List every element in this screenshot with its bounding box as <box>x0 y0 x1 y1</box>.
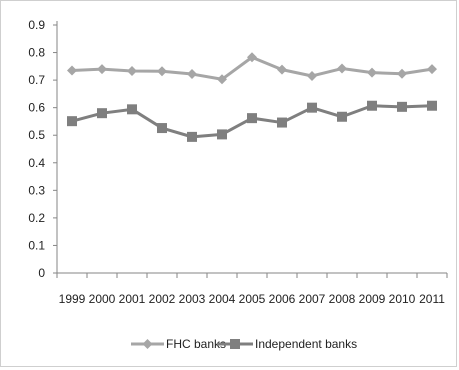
legend-item: FHC banks <box>131 337 226 351</box>
series-fhc-banks <box>67 52 437 85</box>
data-point <box>67 116 77 127</box>
data-point <box>127 104 137 115</box>
x-tick-label: 2011 <box>419 292 445 306</box>
x-tick-label: 2002 <box>149 292 176 306</box>
legend-label: Independent banks <box>255 337 357 351</box>
x-tick-label: 2004 <box>209 292 236 306</box>
data-point <box>247 52 257 63</box>
data-point <box>157 66 167 77</box>
x-tick-label: 2007 <box>299 292 326 306</box>
x-tick-label: 2006 <box>269 292 296 306</box>
data-point <box>217 129 227 140</box>
data-point <box>427 64 437 75</box>
data-point <box>187 131 197 142</box>
data-point <box>97 64 107 75</box>
data-point <box>217 74 227 85</box>
y-tick-label: 0.6 <box>28 101 45 115</box>
series-layer <box>67 52 437 142</box>
data-point <box>307 102 317 113</box>
data-point <box>367 67 377 78</box>
data-point <box>367 100 377 111</box>
x-tick-label: 1999 <box>59 292 86 306</box>
data-point <box>397 68 407 79</box>
data-point <box>337 111 347 122</box>
legend-item: Independent banks <box>217 337 357 351</box>
data-point <box>67 65 77 76</box>
x-axis: 1999 2000 2001 2002 2003 2004 2005 2006 2007 2008… <box>56 272 448 306</box>
data-point <box>97 108 107 119</box>
data-point <box>157 123 167 134</box>
y-tick-label: 0.1 <box>28 238 45 252</box>
legend-label: FHC banks <box>166 337 226 351</box>
x-tick-label: 2000 <box>89 292 116 306</box>
y-tick-label: 0.5 <box>28 128 45 142</box>
data-point <box>127 66 137 77</box>
y-tick-label: 0.9 <box>28 18 45 32</box>
x-tick-label: 2010 <box>389 292 416 306</box>
y-tick-label: 0.7 <box>28 73 45 87</box>
data-point <box>427 100 437 111</box>
y-axis: 0 0.1 0.2 0.3 0.4 0.5 0.6 0.7 0.8 0.9 <box>28 18 58 280</box>
data-point <box>307 70 317 81</box>
y-tick-label: 0.2 <box>28 211 45 225</box>
x-tick-label: 2005 <box>239 292 266 306</box>
y-tick-label: 0 <box>38 266 45 280</box>
data-point <box>277 117 287 128</box>
series-independent-banks <box>67 100 437 142</box>
y-tick-label: 0.8 <box>28 46 45 60</box>
x-tick-label: 2001 <box>119 292 146 306</box>
data-point <box>397 101 407 112</box>
x-tick-label: 2003 <box>179 292 206 306</box>
data-point <box>187 69 197 80</box>
y-tick-label: 0.4 <box>28 156 45 170</box>
data-point <box>247 113 257 124</box>
legend-swatch-marker <box>142 339 153 349</box>
data-point <box>337 63 347 74</box>
x-tick-label: 2008 <box>329 292 356 306</box>
data-point <box>277 64 287 75</box>
legend-swatch-marker <box>230 339 240 349</box>
x-tick-label: 2009 <box>359 292 386 306</box>
legend: FHC banks Independent banks <box>131 337 357 351</box>
y-tick-label: 0.3 <box>28 183 45 197</box>
